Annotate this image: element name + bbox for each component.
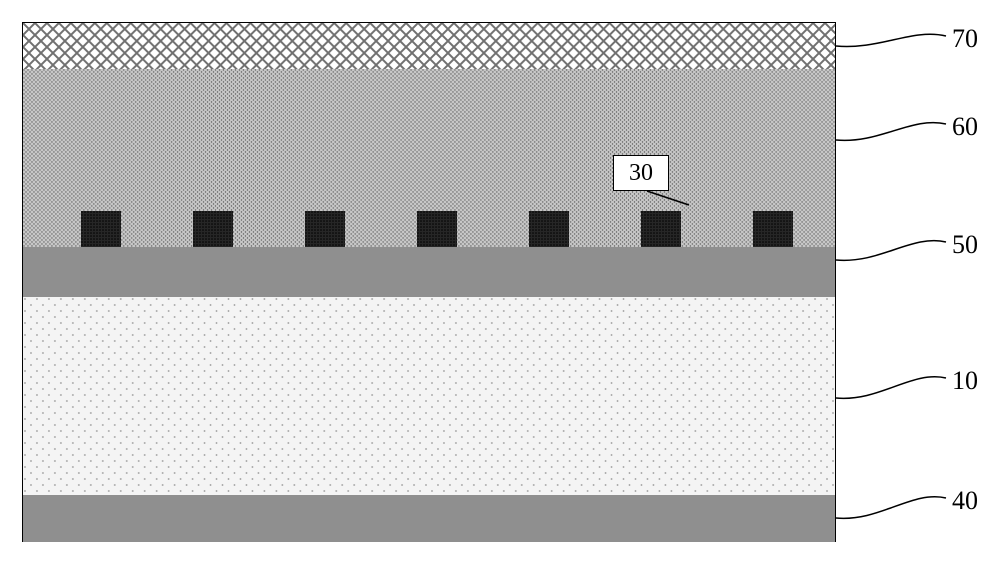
layer-stack: 30 [22, 22, 836, 542]
layer-40 [23, 495, 835, 542]
label-70: 70 [952, 24, 978, 54]
layer-50 [23, 247, 835, 297]
block-30 [417, 211, 457, 247]
label-50: 50 [952, 230, 978, 260]
block-30 [81, 211, 121, 247]
label-60: 60 [952, 112, 978, 142]
block-30 [193, 211, 233, 247]
canvas: 30 70 60 50 10 40 [0, 0, 1000, 561]
label-40: 40 [952, 486, 978, 516]
block-30 [305, 211, 345, 247]
block-30 [529, 211, 569, 247]
block-30 [753, 211, 793, 247]
callout-box-30: 30 [613, 155, 669, 191]
label-10: 10 [952, 366, 978, 396]
block-30 [641, 211, 681, 247]
callout-label-30: 30 [629, 160, 653, 186]
layer-70 [23, 23, 835, 69]
layer-10 [23, 297, 835, 495]
